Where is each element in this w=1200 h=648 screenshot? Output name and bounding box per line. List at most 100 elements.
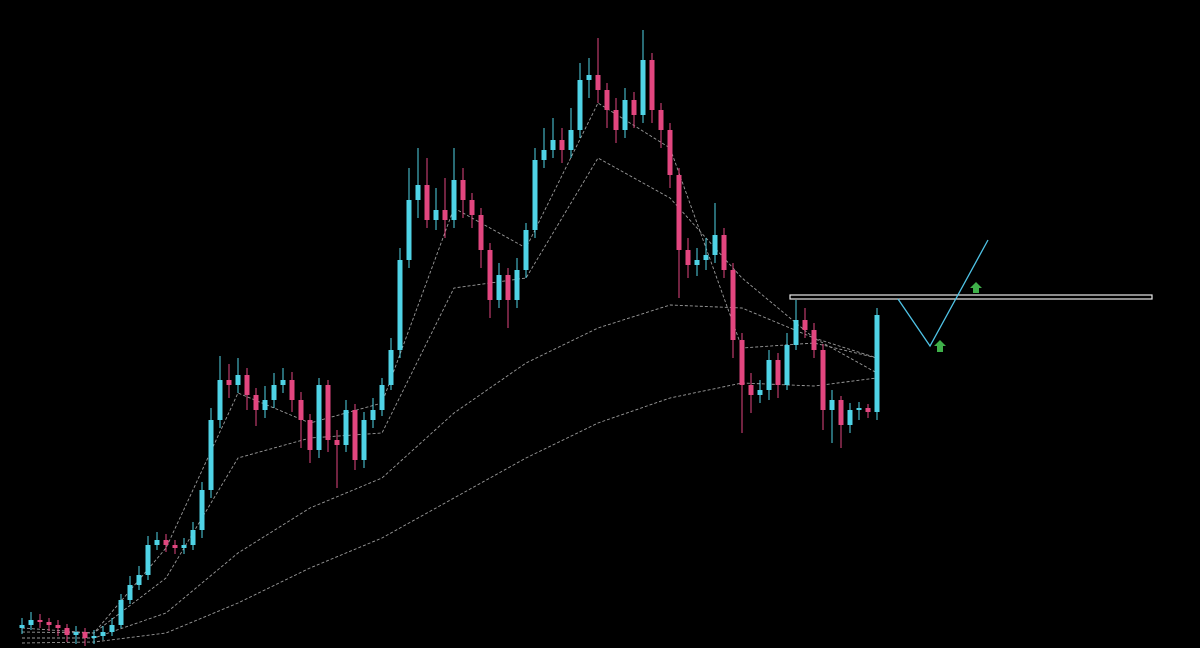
candle-body (847, 410, 853, 425)
candle-body (208, 420, 214, 490)
candle-body (802, 320, 808, 330)
candle-body (316, 385, 322, 450)
candle-body (775, 360, 781, 385)
candle-body (64, 628, 70, 635)
candle-body (28, 620, 34, 625)
candle-body (262, 400, 268, 410)
candle-body (307, 420, 313, 450)
candle-body (514, 270, 520, 300)
candle-body (442, 210, 448, 220)
candle-body (766, 360, 772, 390)
candle-body (424, 185, 430, 220)
candle-body (388, 350, 394, 385)
candle-body (622, 100, 628, 130)
candle-body (523, 230, 529, 270)
candle-body (217, 380, 223, 420)
candle-body (739, 340, 745, 385)
candle-body (154, 540, 160, 545)
candle-body (703, 255, 709, 260)
candle-body (460, 180, 466, 200)
resistance-zone (789, 294, 1153, 300)
candle-body (118, 600, 124, 625)
candle-body (253, 395, 259, 410)
candle-body (55, 625, 61, 628)
candle-body (397, 260, 403, 350)
moving-average (21, 157, 878, 634)
candle-body (235, 375, 241, 385)
candle-body (730, 270, 736, 340)
candle-body (505, 275, 511, 300)
projection-path (897, 239, 989, 348)
candle-body (559, 140, 565, 150)
candle-body (613, 110, 619, 130)
candle-body (658, 110, 664, 130)
candle-body (271, 385, 277, 400)
candle-body (577, 80, 583, 130)
candle-body (46, 622, 52, 625)
candle-body (343, 410, 349, 445)
candle-body (145, 545, 151, 575)
candle-body (640, 60, 646, 115)
candle-body (541, 150, 547, 160)
candle-body (784, 345, 790, 385)
candle-body (379, 385, 385, 410)
candle-body (856, 408, 862, 410)
candle-body (649, 60, 655, 110)
candle-body (550, 140, 556, 150)
candle-body (415, 185, 421, 200)
candle-body (370, 410, 376, 420)
candle-body (487, 250, 493, 300)
candle-body (721, 235, 727, 270)
candle-body (694, 260, 700, 265)
candle-body (757, 390, 763, 395)
candle-body (811, 330, 817, 350)
candle-body (352, 410, 358, 460)
candle-body (433, 210, 439, 220)
moving-average (21, 377, 878, 644)
candle-body (667, 130, 673, 175)
candle-body (469, 200, 475, 215)
candle-body (496, 275, 502, 300)
candle-body (82, 632, 88, 638)
candle-body (865, 408, 871, 412)
candle-body (334, 440, 340, 445)
candle-body (595, 75, 601, 90)
candle-body (199, 490, 205, 530)
candle-body (478, 215, 484, 250)
candle-body (451, 180, 457, 220)
candle-body (838, 400, 844, 425)
candle-body (568, 130, 574, 150)
candle-layer (19, 30, 880, 646)
candle-body (820, 350, 826, 410)
annotations (789, 239, 1153, 352)
candle-body (19, 625, 25, 628)
candle-body (532, 160, 538, 230)
candle-body (586, 75, 592, 80)
candle-body (793, 320, 799, 345)
candle-body (406, 200, 412, 260)
candle-body (361, 420, 367, 460)
candle-body (604, 90, 610, 110)
candle-body (289, 380, 295, 400)
candle-body (829, 400, 835, 410)
candle-body (100, 632, 106, 636)
candle-body (181, 545, 187, 548)
candle-body (37, 620, 43, 622)
candle-body (73, 632, 79, 635)
candle-body (685, 250, 691, 265)
up-arrow (970, 282, 982, 293)
candle-body (226, 380, 232, 385)
candle-body (136, 575, 142, 585)
candle-body (163, 540, 169, 545)
candle-body (280, 380, 286, 385)
candle-body (298, 400, 304, 420)
candle-body (127, 585, 133, 600)
up-arrow (934, 340, 946, 352)
candle-body (874, 315, 880, 412)
candle-body (676, 175, 682, 250)
moving-average (22, 304, 878, 639)
candle-body (325, 385, 331, 440)
candle-body (244, 375, 250, 395)
